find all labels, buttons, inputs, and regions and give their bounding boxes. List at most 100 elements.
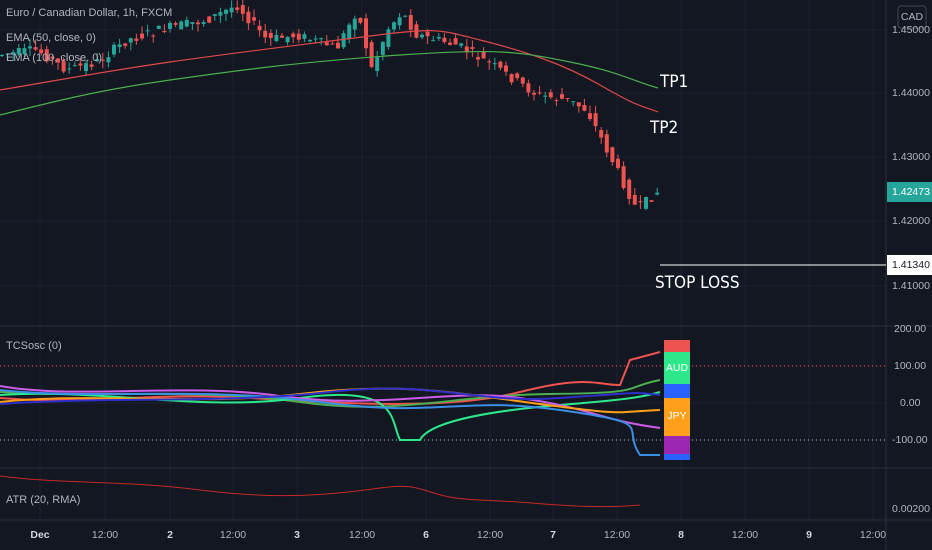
atr-line bbox=[0, 475, 641, 508]
osc-axis-label: 100.00 bbox=[894, 360, 926, 372]
candle-body bbox=[291, 33, 296, 38]
candle-body bbox=[627, 179, 632, 199]
candle-body bbox=[196, 22, 200, 25]
candle-body bbox=[548, 92, 553, 98]
price-label: 1.45000 bbox=[892, 24, 930, 36]
candle-body bbox=[274, 34, 279, 42]
candle-body bbox=[492, 63, 497, 65]
time-label: 6 bbox=[423, 529, 429, 541]
candle-body bbox=[588, 113, 592, 119]
candle-body bbox=[106, 57, 111, 63]
candle-body bbox=[520, 77, 525, 84]
candle-body bbox=[504, 65, 508, 72]
candle-body bbox=[162, 30, 167, 33]
candle-body bbox=[16, 48, 21, 55]
time-label: 3 bbox=[294, 529, 300, 541]
candle-body bbox=[201, 22, 206, 25]
candle-body bbox=[28, 46, 32, 49]
atr-title: ATR (20, RMA) bbox=[6, 494, 80, 506]
candle-body bbox=[403, 15, 408, 17]
candle-body bbox=[235, 7, 240, 10]
candle-body bbox=[190, 22, 195, 24]
stop-price: 1.41340 bbox=[892, 259, 930, 271]
candle-body bbox=[168, 22, 172, 29]
currency-box[interactable] bbox=[897, 5, 927, 29]
candle-body bbox=[100, 59, 105, 61]
candle-body bbox=[459, 43, 464, 46]
candle-body bbox=[184, 19, 189, 27]
candle-body bbox=[268, 32, 273, 39]
osc-tag-label: AUD bbox=[666, 362, 689, 374]
price-label: 1.43000 bbox=[892, 151, 930, 163]
candle-body bbox=[39, 49, 44, 54]
candle-body bbox=[61, 61, 66, 72]
candle-body bbox=[11, 52, 16, 55]
candle-body bbox=[380, 42, 385, 55]
candle-body bbox=[280, 35, 284, 38]
tp2-label: TP2 bbox=[649, 118, 678, 138]
tp1-label: TP1 bbox=[659, 72, 688, 92]
price-label: 1.41000 bbox=[892, 280, 930, 292]
candle-body bbox=[593, 113, 598, 127]
candle-body bbox=[604, 134, 609, 153]
candle-body bbox=[218, 12, 223, 16]
candle-body bbox=[515, 73, 520, 79]
stop-price-box bbox=[887, 255, 932, 275]
candle-body bbox=[408, 15, 413, 30]
candle-body bbox=[123, 43, 128, 46]
candle-body bbox=[308, 39, 312, 42]
osc-tag bbox=[664, 352, 690, 384]
osc-tag-label: JPY bbox=[667, 410, 686, 422]
candle-body bbox=[156, 25, 161, 29]
candle-body bbox=[392, 22, 396, 30]
candle-body bbox=[436, 37, 441, 39]
ema-100 bbox=[0, 50, 659, 116]
candle-body bbox=[95, 59, 100, 62]
candle-body bbox=[112, 44, 116, 55]
candle-body bbox=[302, 34, 307, 39]
candle-body bbox=[224, 9, 228, 14]
candle-body bbox=[532, 92, 536, 95]
candle-body bbox=[173, 23, 178, 25]
candle-body bbox=[431, 40, 436, 42]
candle-body bbox=[487, 61, 492, 63]
candle-body bbox=[649, 200, 654, 202]
candle-body bbox=[179, 21, 184, 30]
candle-body bbox=[470, 47, 475, 49]
candle-body bbox=[257, 25, 262, 31]
candle-body bbox=[537, 92, 542, 94]
candle-body bbox=[358, 17, 363, 23]
candle-body bbox=[554, 100, 559, 102]
candle-body bbox=[375, 57, 380, 72]
candle-body bbox=[420, 34, 424, 38]
candle-body bbox=[644, 196, 648, 209]
candle-body bbox=[425, 31, 430, 37]
candle-body bbox=[285, 36, 290, 43]
candle-body bbox=[78, 63, 83, 66]
candle-body bbox=[565, 98, 570, 100]
stop-label: STOP LOSS bbox=[655, 273, 740, 293]
candle-body bbox=[296, 33, 301, 40]
currency[interactable]: CAD bbox=[901, 11, 924, 23]
candle-body bbox=[655, 192, 660, 195]
candle-body bbox=[134, 38, 139, 41]
candle-body bbox=[364, 18, 368, 49]
time-label: 12:00 bbox=[220, 529, 246, 541]
candle-body bbox=[526, 83, 531, 93]
candle-body bbox=[599, 130, 604, 138]
candle-body bbox=[621, 166, 626, 188]
osc-axis-label: -100.00 bbox=[892, 434, 928, 446]
candle-body bbox=[397, 17, 402, 26]
candle-body bbox=[616, 158, 620, 168]
candle-body bbox=[263, 30, 268, 38]
candle-body bbox=[246, 11, 251, 24]
osc-tag bbox=[664, 398, 690, 436]
time-label: 9 bbox=[806, 529, 812, 541]
candle-body bbox=[229, 7, 234, 13]
candle-body bbox=[386, 29, 391, 47]
atr-axis-label: 0.00200 bbox=[892, 503, 930, 515]
oscillator-lines bbox=[0, 351, 661, 456]
candle-body bbox=[453, 38, 458, 45]
candle-body bbox=[638, 201, 643, 203]
